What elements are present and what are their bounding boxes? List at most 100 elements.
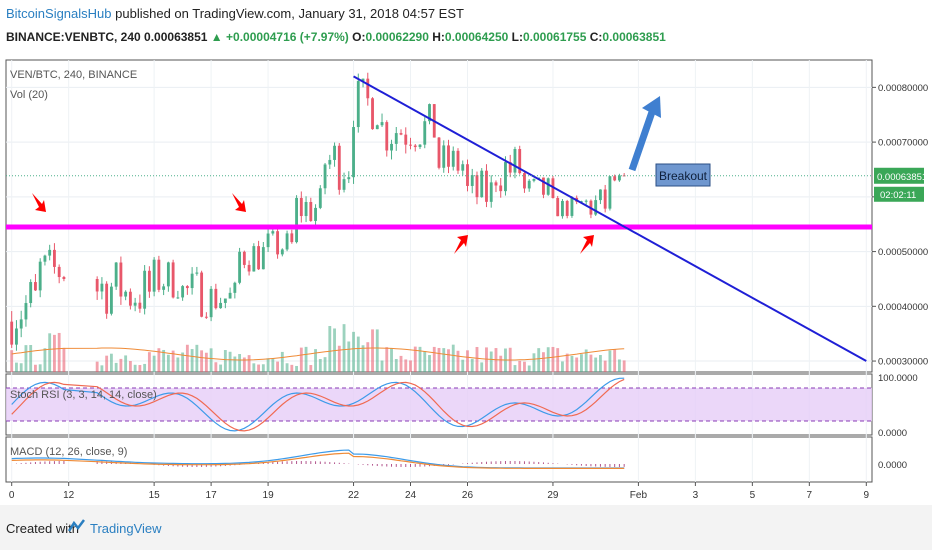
- candle-body: [409, 144, 412, 146]
- volume-bar: [599, 355, 602, 372]
- volume-bar: [57, 332, 61, 372]
- candle-body: [314, 207, 317, 221]
- candle-body: [599, 189, 602, 201]
- volume-bar: [489, 351, 493, 372]
- volume-bar: [375, 329, 379, 372]
- volume-bar: [470, 358, 474, 372]
- volume-bar: [466, 350, 469, 372]
- footer: Created with TradingView: [0, 505, 932, 550]
- volume-bar: [546, 347, 550, 372]
- volume-bar: [109, 353, 113, 372]
- breakout-label: Breakout: [659, 169, 708, 183]
- volume-bar: [390, 348, 393, 372]
- candle-body: [451, 150, 455, 167]
- volume-bar: [328, 326, 332, 372]
- symbol-label: BINANCE:VENBTC, 240: [6, 30, 141, 44]
- candle-body: [437, 137, 441, 168]
- candle-body: [133, 302, 137, 306]
- open-label: O:: [352, 30, 366, 44]
- volume-bar: [53, 334, 56, 372]
- time-tick-label: 12: [63, 490, 75, 501]
- volume-bar: [190, 349, 194, 372]
- chart-canvas[interactable]: 0.00030000 0.00040000 0.00050000 0.00070000…: [0, 52, 932, 505]
- volume-bar: [214, 362, 218, 372]
- candle-body: [105, 283, 109, 314]
- volume-bar: [204, 352, 208, 372]
- volume-bar: [542, 352, 545, 372]
- candle-body: [561, 200, 564, 217]
- candle-body: [613, 176, 617, 181]
- red-arrow-up-icon: [454, 235, 468, 254]
- volume-bar: [475, 346, 479, 372]
- red-arrow-down-icon: [232, 193, 246, 212]
- volume-bar: [551, 346, 555, 372]
- volume-bar: [337, 345, 341, 372]
- volume-bar: [266, 358, 270, 372]
- volume-bar: [622, 360, 626, 372]
- volume-bar: [556, 348, 560, 372]
- candle-body: [62, 277, 66, 280]
- volume-bar: [418, 346, 422, 372]
- candle-body: [38, 261, 42, 291]
- candle-body: [109, 286, 113, 314]
- close-label: C:: [589, 30, 603, 44]
- candle-body: [214, 288, 218, 309]
- volume-bar: [608, 350, 612, 372]
- author-link[interactable]: BitcoinSignalsHub: [6, 6, 112, 21]
- candle-body: [333, 145, 336, 160]
- macd-signal-line: [11, 452, 625, 469]
- candle-body: [380, 122, 384, 126]
- volume-bar: [356, 336, 360, 372]
- candle-body: [124, 291, 128, 297]
- candle-body: [584, 200, 588, 202]
- time-tick-label: 19: [263, 490, 275, 501]
- time-tick-label: 3: [693, 490, 699, 501]
- volume-bar: [314, 349, 317, 372]
- volume-bar: [342, 324, 346, 372]
- volume-bar: [200, 350, 204, 372]
- candle-body: [456, 150, 460, 171]
- candle-body: [385, 122, 389, 151]
- volume-bar: [480, 362, 484, 372]
- candle-body: [542, 177, 545, 195]
- candle-body: [100, 283, 104, 292]
- candle-body: [594, 200, 598, 215]
- time-tick-label: 24: [405, 490, 417, 501]
- volume-bar: [138, 365, 142, 372]
- candle-body: [114, 262, 118, 287]
- candle-body: [299, 197, 303, 217]
- candle-body: [119, 262, 123, 297]
- time-tick-label: 26: [462, 490, 474, 501]
- volume-bar: [233, 356, 237, 372]
- time-tick-label: 9: [864, 490, 870, 501]
- tradingview-brand-link[interactable]: TradingView: [90, 521, 162, 536]
- last-price-tag: [874, 167, 924, 184]
- time-tick-label: 17: [206, 490, 218, 501]
- volume-bar: [285, 363, 289, 372]
- macd-histogram: [15, 461, 625, 467]
- volume-bar: [124, 355, 128, 372]
- candle-body: [10, 321, 14, 345]
- candle-body: [181, 286, 185, 298]
- candle-body: [138, 302, 142, 309]
- candle-body: [418, 144, 422, 148]
- stoch-k-line: [11, 377, 625, 432]
- candle-body: [242, 251, 246, 265]
- created-with-label: Created with: [6, 521, 79, 536]
- candle-body: [342, 179, 346, 190]
- candle-body: [485, 170, 488, 202]
- candle-body: [328, 159, 332, 165]
- candle-body: [323, 164, 327, 189]
- candle-body: [513, 149, 517, 173]
- ohlc-line: BINANCE:VENBTC, 240 0.00063851 ▲ +0.0000…: [6, 30, 666, 44]
- candle-body: [347, 177, 351, 180]
- volume-bar: [347, 341, 351, 372]
- volume-bar: [62, 347, 66, 372]
- candle-body: [480, 170, 484, 198]
- volume-bar: [176, 357, 180, 372]
- candle-body: [200, 272, 204, 317]
- candle-body: [29, 282, 33, 304]
- candle-body: [238, 251, 242, 283]
- candle-body: [442, 145, 446, 168]
- volume-bar: [143, 363, 147, 372]
